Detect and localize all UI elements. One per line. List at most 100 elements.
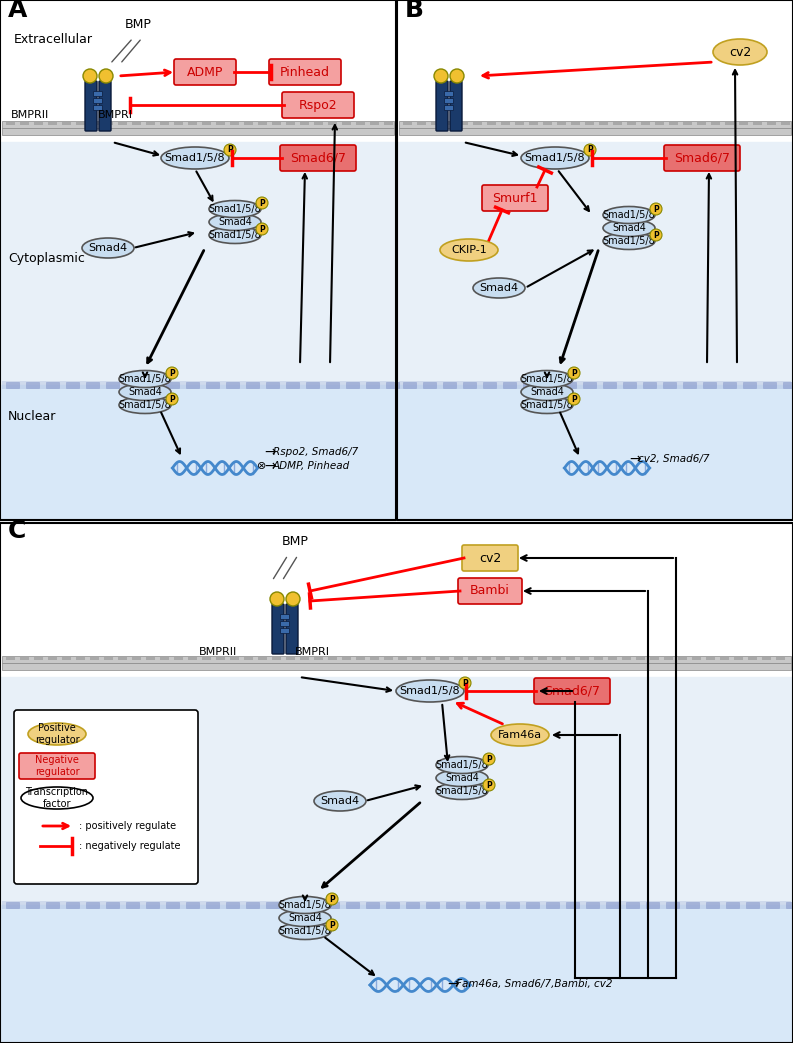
Bar: [66, 902, 79, 908]
FancyBboxPatch shape: [94, 92, 102, 97]
Text: C: C: [8, 519, 26, 543]
Bar: [739, 122, 748, 125]
Text: Smad1/5/8: Smad1/5/8: [525, 153, 585, 163]
Bar: [643, 382, 656, 388]
Ellipse shape: [436, 756, 488, 774]
Bar: [459, 122, 468, 125]
FancyBboxPatch shape: [281, 622, 289, 627]
Ellipse shape: [603, 233, 655, 249]
Ellipse shape: [521, 396, 573, 413]
Bar: [766, 902, 779, 908]
Bar: [571, 122, 580, 125]
Bar: [206, 902, 219, 908]
Bar: [666, 902, 679, 908]
Bar: [216, 122, 225, 125]
Bar: [686, 902, 699, 908]
FancyBboxPatch shape: [19, 753, 95, 779]
Bar: [626, 902, 639, 908]
Bar: [384, 122, 393, 125]
Text: BMPRI: BMPRI: [98, 110, 132, 120]
Bar: [230, 657, 239, 660]
Bar: [423, 382, 436, 388]
Text: Smad1/5/8: Smad1/5/8: [521, 374, 573, 384]
FancyBboxPatch shape: [436, 81, 448, 131]
Bar: [20, 122, 29, 125]
Text: P: P: [259, 224, 265, 234]
Bar: [106, 382, 119, 388]
Bar: [2, 128, 394, 135]
Bar: [767, 122, 776, 125]
Bar: [386, 382, 399, 388]
Text: CKIP-1: CKIP-1: [451, 245, 487, 254]
Bar: [720, 657, 729, 660]
Bar: [160, 122, 169, 125]
Bar: [515, 122, 524, 125]
Bar: [146, 657, 155, 660]
Text: ADMP, Pinhead: ADMP, Pinhead: [273, 461, 351, 471]
Bar: [473, 122, 482, 125]
Bar: [266, 382, 279, 388]
Text: Smad4: Smad4: [480, 283, 519, 293]
FancyBboxPatch shape: [534, 678, 610, 704]
Text: Bambi: Bambi: [470, 584, 510, 598]
Bar: [306, 902, 319, 908]
Text: Smad6/7: Smad6/7: [544, 684, 600, 698]
Bar: [326, 382, 339, 388]
Bar: [206, 382, 219, 388]
Text: Rspo2: Rspo2: [299, 98, 337, 112]
Bar: [655, 122, 664, 125]
Text: Smurf1: Smurf1: [492, 192, 538, 204]
Text: P: P: [587, 146, 593, 154]
Bar: [506, 902, 519, 908]
Text: Smad1/5/8: Smad1/5/8: [165, 153, 225, 163]
FancyBboxPatch shape: [445, 98, 454, 103]
FancyBboxPatch shape: [282, 92, 354, 118]
Ellipse shape: [473, 278, 525, 298]
Bar: [76, 122, 85, 125]
Bar: [503, 382, 516, 388]
Text: Cytoplasmic: Cytoplasmic: [8, 252, 85, 265]
Bar: [646, 902, 659, 908]
Bar: [230, 122, 239, 125]
Bar: [202, 657, 211, 660]
Bar: [697, 122, 706, 125]
Bar: [166, 382, 179, 388]
Ellipse shape: [28, 723, 86, 745]
Circle shape: [256, 223, 268, 235]
Ellipse shape: [436, 782, 488, 800]
Text: B: B: [405, 0, 424, 22]
Bar: [48, 657, 57, 660]
Bar: [743, 382, 756, 388]
Bar: [776, 657, 785, 660]
Text: P: P: [227, 146, 233, 154]
Bar: [426, 902, 439, 908]
Bar: [663, 382, 676, 388]
Text: BMPRII: BMPRII: [11, 110, 49, 120]
Bar: [399, 128, 791, 135]
Text: P: P: [486, 754, 492, 763]
Bar: [286, 382, 299, 388]
Bar: [2, 663, 791, 670]
Bar: [216, 657, 225, 660]
Text: Smad1/5/8: Smad1/5/8: [435, 786, 488, 796]
FancyBboxPatch shape: [94, 98, 102, 103]
Text: Fam46a: Fam46a: [498, 730, 542, 739]
Bar: [104, 122, 113, 125]
Circle shape: [83, 69, 97, 83]
Bar: [566, 902, 579, 908]
Bar: [226, 382, 239, 388]
Bar: [526, 902, 539, 908]
Text: P: P: [571, 394, 577, 404]
Bar: [132, 122, 141, 125]
Ellipse shape: [603, 219, 655, 237]
Text: Smad1/5/8: Smad1/5/8: [603, 236, 655, 246]
Bar: [26, 382, 39, 388]
Bar: [328, 657, 337, 660]
Ellipse shape: [279, 897, 331, 914]
Text: P: P: [259, 198, 265, 208]
Bar: [483, 382, 496, 388]
Ellipse shape: [82, 238, 134, 258]
Bar: [146, 122, 155, 125]
Bar: [546, 902, 559, 908]
FancyBboxPatch shape: [286, 604, 298, 654]
